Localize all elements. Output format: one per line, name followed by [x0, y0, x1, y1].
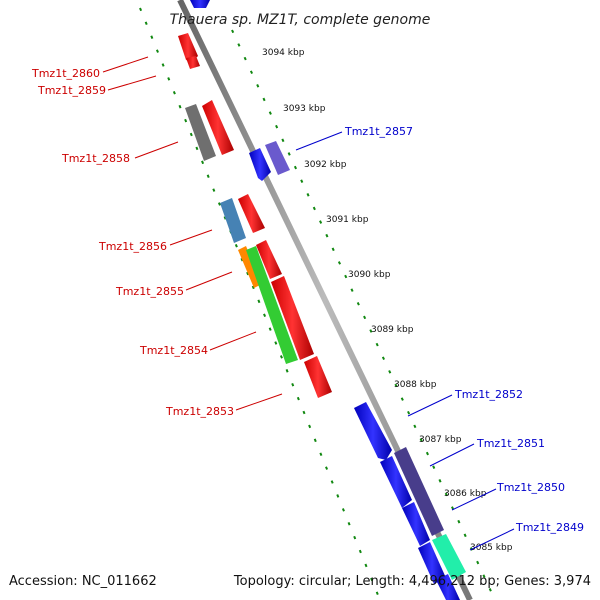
kbp-label: 3091 kbp [326, 215, 369, 225]
gene-labels: Tmz1t_2860 Tmz1t_2859 Tmz1t_2858 Tmz1t_2… [31, 67, 584, 534]
gene-feature[interactable] [402, 502, 430, 546]
gene-feature[interactable] [186, 56, 200, 69]
gene-label-tmz1t-2858[interactable]: Tmz1t_2858 [61, 152, 130, 165]
gene-feature[interactable] [178, 33, 198, 62]
gene-label-tmz1t-2854[interactable]: Tmz1t_2854 [139, 344, 208, 357]
gene-feature[interactable] [238, 194, 265, 233]
accession-text: Accession: NC_011662 [9, 574, 157, 589]
forward-strand-features [190, 0, 466, 600]
gene-feature[interactable] [394, 447, 444, 536]
genome-summary-text: Topology: circular; Length: 4,496,212 bp… [233, 574, 591, 589]
kbp-label: 3090 kbp [348, 270, 391, 280]
kbp-label: 3094 kbp [262, 48, 305, 58]
gene-label-tmz1t-2860[interactable]: Tmz1t_2860 [31, 67, 100, 80]
gene-feature[interactable] [220, 198, 246, 243]
gene-feature[interactable] [271, 276, 314, 360]
kbp-label: 3085 kbp [470, 543, 513, 553]
kbp-label: 3086 kbp [444, 489, 487, 499]
kbp-scale: 3094 kbp 3093 kbp 3092 kbp 3091 kbp 3090… [262, 48, 513, 553]
gene-label-tmz1t-2857[interactable]: Tmz1t_2857 [344, 125, 413, 138]
gene-feature[interactable] [185, 104, 216, 161]
gene-feature[interactable] [190, 0, 210, 8]
kbp-label: 3087 kbp [419, 435, 462, 445]
gene-feature[interactable] [246, 246, 298, 364]
gene-label-tmz1t-2856[interactable]: Tmz1t_2856 [98, 240, 167, 253]
gene-label-tmz1t-2853[interactable]: Tmz1t_2853 [165, 405, 234, 418]
gene-label-tmz1t-2859[interactable]: Tmz1t_2859 [37, 84, 106, 97]
gene-feature[interactable] [418, 542, 446, 584]
gene-feature[interactable] [380, 456, 412, 508]
gene-label-tmz1t-2852[interactable]: Tmz1t_2852 [454, 388, 523, 401]
kbp-label: 3092 kbp [304, 160, 347, 170]
gene-feature[interactable] [202, 100, 234, 155]
map-title: Thauera sp. MZ1T, complete genome [170, 12, 431, 28]
kbp-label: 3089 kbp [371, 325, 414, 335]
reverse-strand-features [178, 33, 332, 398]
tick-guide-left [139, 7, 381, 600]
label-leaders [102, 56, 515, 551]
gene-feature[interactable] [249, 148, 271, 181]
kbp-label: 3088 kbp [394, 380, 437, 390]
gene-label-tmz1t-2849[interactable]: Tmz1t_2849 [515, 521, 584, 534]
gene-label-tmz1t-2851[interactable]: Tmz1t_2851 [476, 437, 545, 450]
gene-feature[interactable] [436, 574, 460, 600]
gene-feature[interactable] [265, 141, 290, 175]
gene-feature[interactable] [256, 240, 282, 279]
gene-label-tmz1t-2855[interactable]: Tmz1t_2855 [115, 285, 184, 298]
gene-label-tmz1t-2850[interactable]: Tmz1t_2850 [496, 481, 565, 494]
gene-feature[interactable] [354, 402, 392, 460]
gene-feature[interactable] [304, 356, 332, 398]
kbp-label: 3093 kbp [283, 104, 326, 114]
gene-feature[interactable] [432, 534, 466, 580]
